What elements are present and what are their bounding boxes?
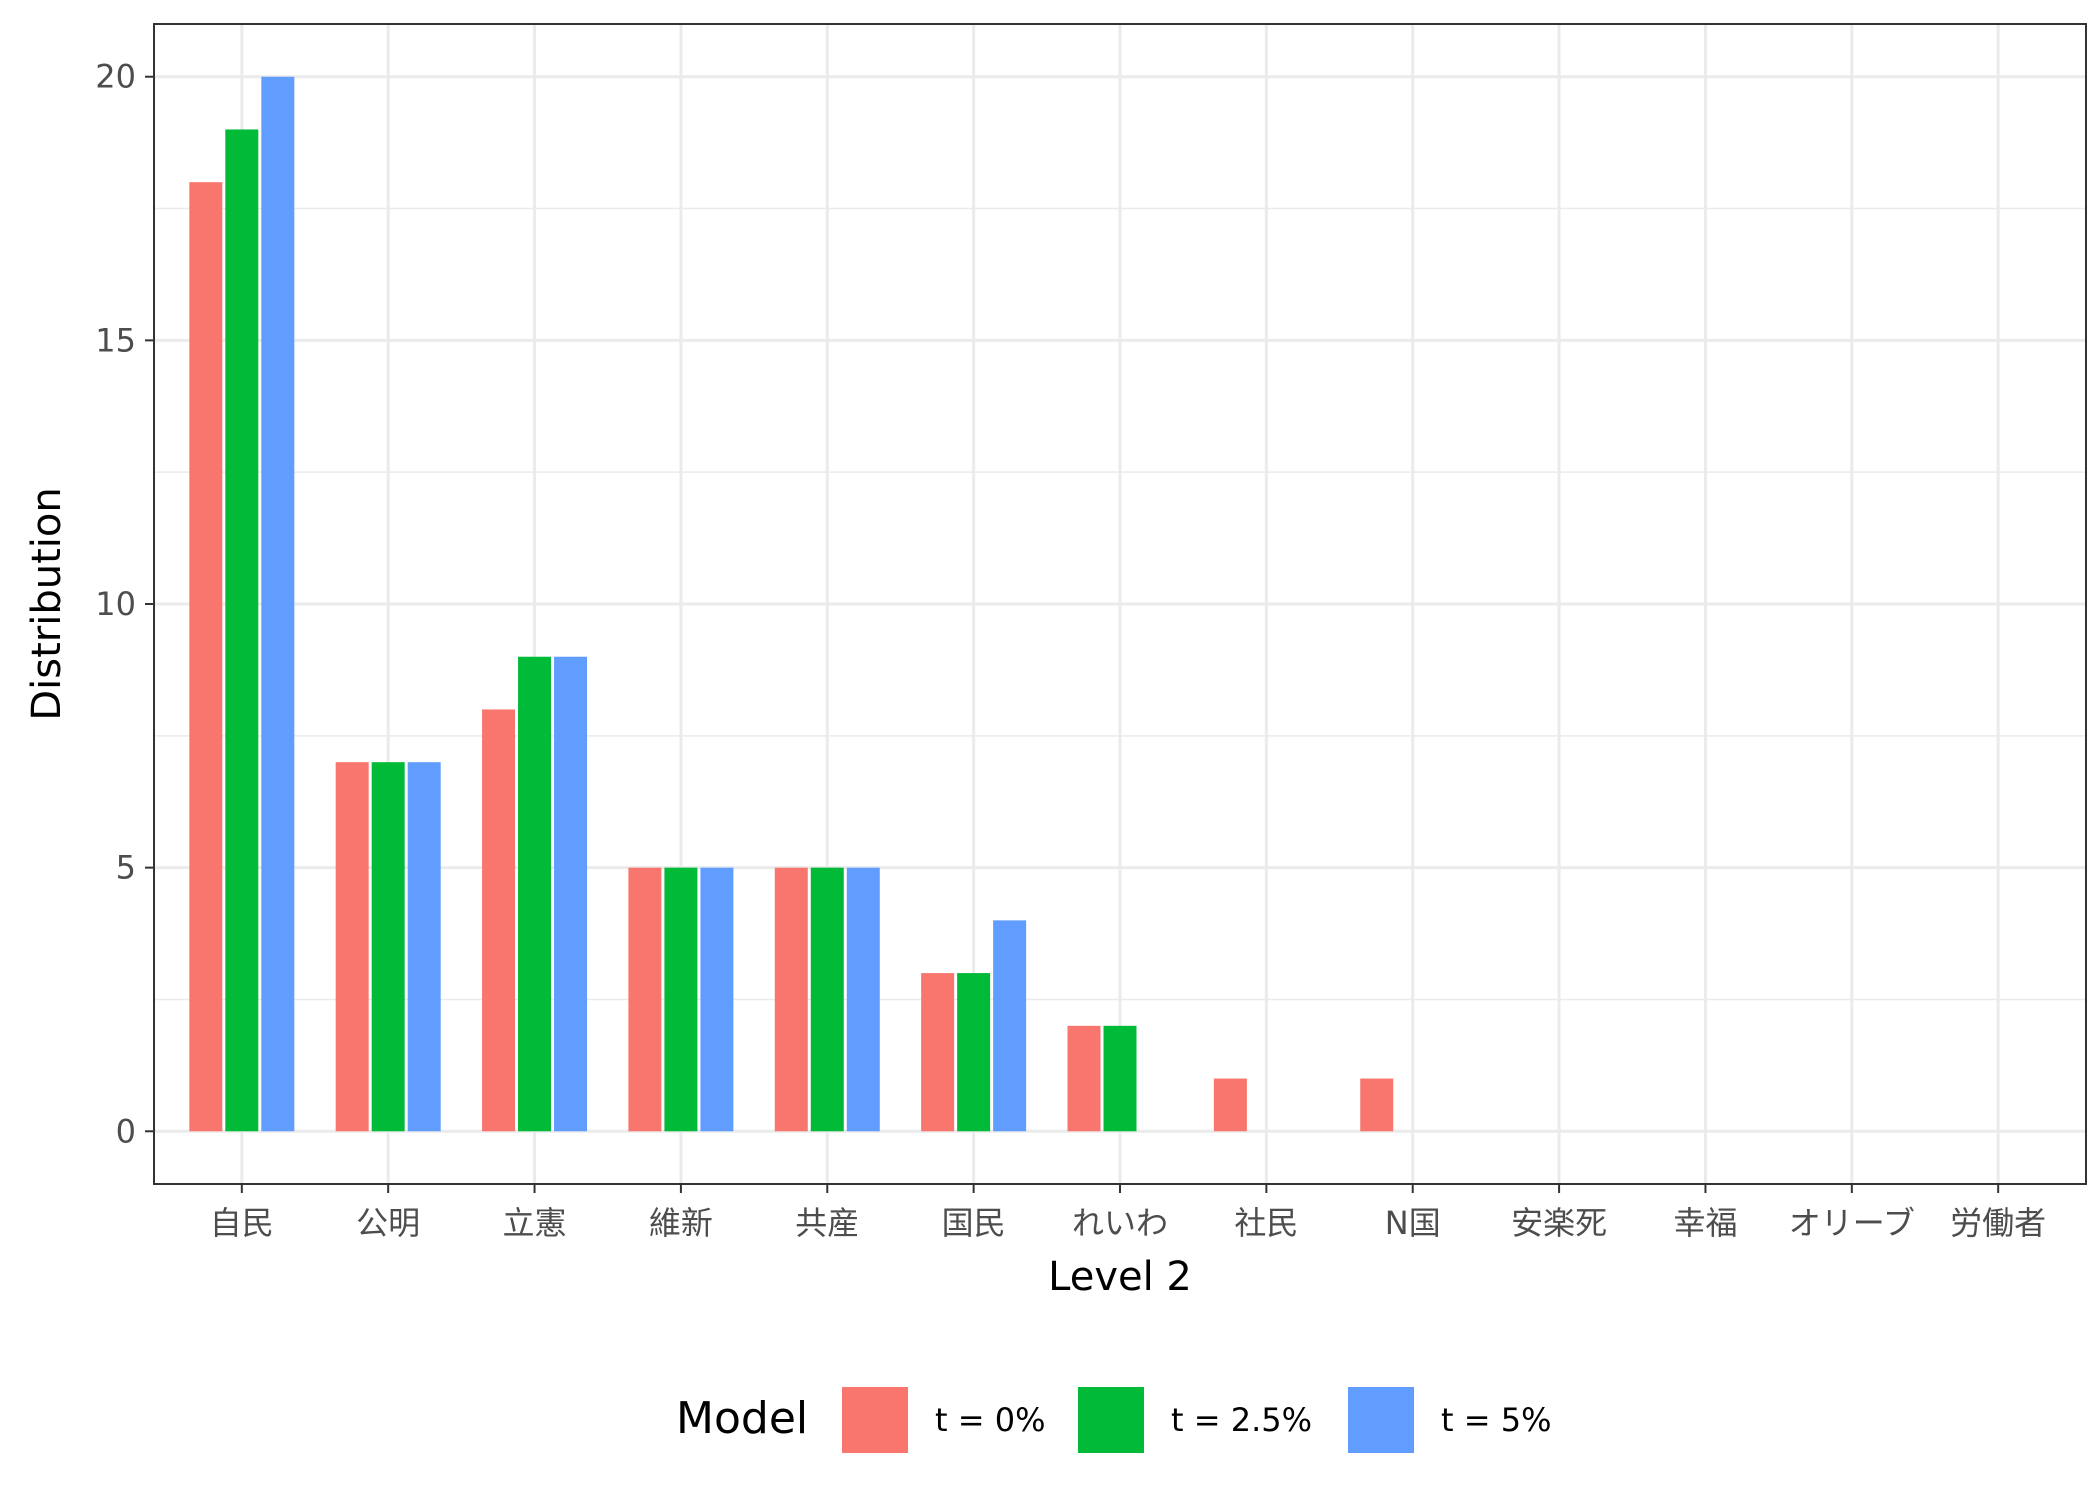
x-axis-title: Level 2 [1048, 1254, 1192, 1300]
bar [1213, 1078, 1247, 1132]
bar [518, 656, 552, 1132]
x-tick-label: 社民 [1234, 1204, 1298, 1242]
x-axis: 自民 公明 立憲 維新 共産 国民 れいわ 社民 N国 安楽死 幸福 オリーブ 労働者 [210, 1184, 2046, 1242]
bar [1103, 1025, 1137, 1132]
x-tick-label: 労働者 [1950, 1204, 2046, 1242]
bars [189, 76, 1394, 1132]
bar [554, 656, 588, 1132]
y-tick-label: 10 [95, 585, 136, 623]
x-tick-label: 国民 [942, 1204, 1006, 1242]
bar [225, 129, 259, 1132]
bar [371, 762, 405, 1132]
legend-label: t = 2.5% [1171, 1401, 1312, 1439]
bar [810, 867, 844, 1132]
bar [921, 973, 955, 1132]
bar [335, 762, 369, 1132]
y-axis: 0 5 10 15 20 [95, 58, 154, 1150]
x-tick-label: 安楽死 [1511, 1204, 1607, 1242]
x-tick-label: れいわ [1072, 1204, 1168, 1242]
legend: Model t = 0% t = 2.5% t = 5% [676, 1387, 1551, 1453]
bar [993, 920, 1027, 1132]
legend-key [1348, 1387, 1414, 1453]
bar [1067, 1025, 1101, 1132]
x-tick-label: オリーブ [1789, 1204, 1915, 1242]
x-tick-label: 立憲 [503, 1204, 567, 1242]
y-tick-label: 0 [116, 1112, 136, 1150]
x-tick-label: 幸福 [1673, 1204, 1737, 1242]
bar [700, 867, 734, 1132]
bar [482, 709, 516, 1132]
bar [1360, 1078, 1394, 1132]
x-tick-label: 自民 [210, 1204, 274, 1242]
y-axis-title: Distribution [24, 487, 70, 720]
x-tick-label: N国 [1385, 1204, 1441, 1242]
bar [407, 762, 441, 1132]
legend-label: t = 5% [1441, 1401, 1551, 1439]
bar [957, 973, 991, 1132]
legend-title: Model [676, 1393, 808, 1444]
legend-key [1078, 1387, 1144, 1453]
bar [774, 867, 808, 1132]
x-tick-label: 維新 [649, 1204, 713, 1242]
bar [628, 867, 662, 1132]
y-tick-label: 15 [95, 321, 136, 359]
x-tick-label: 共産 [795, 1204, 859, 1242]
bar [664, 867, 698, 1132]
bar [261, 76, 295, 1132]
bar [846, 867, 880, 1132]
legend-key [842, 1387, 908, 1453]
legend-items: t = 0% t = 2.5% t = 5% [842, 1387, 1551, 1453]
y-tick-label: 5 [116, 849, 136, 887]
legend-label: t = 0% [935, 1401, 1045, 1439]
x-tick-label: 公明 [356, 1204, 420, 1242]
bar [189, 182, 223, 1132]
y-tick-label: 20 [95, 58, 136, 96]
